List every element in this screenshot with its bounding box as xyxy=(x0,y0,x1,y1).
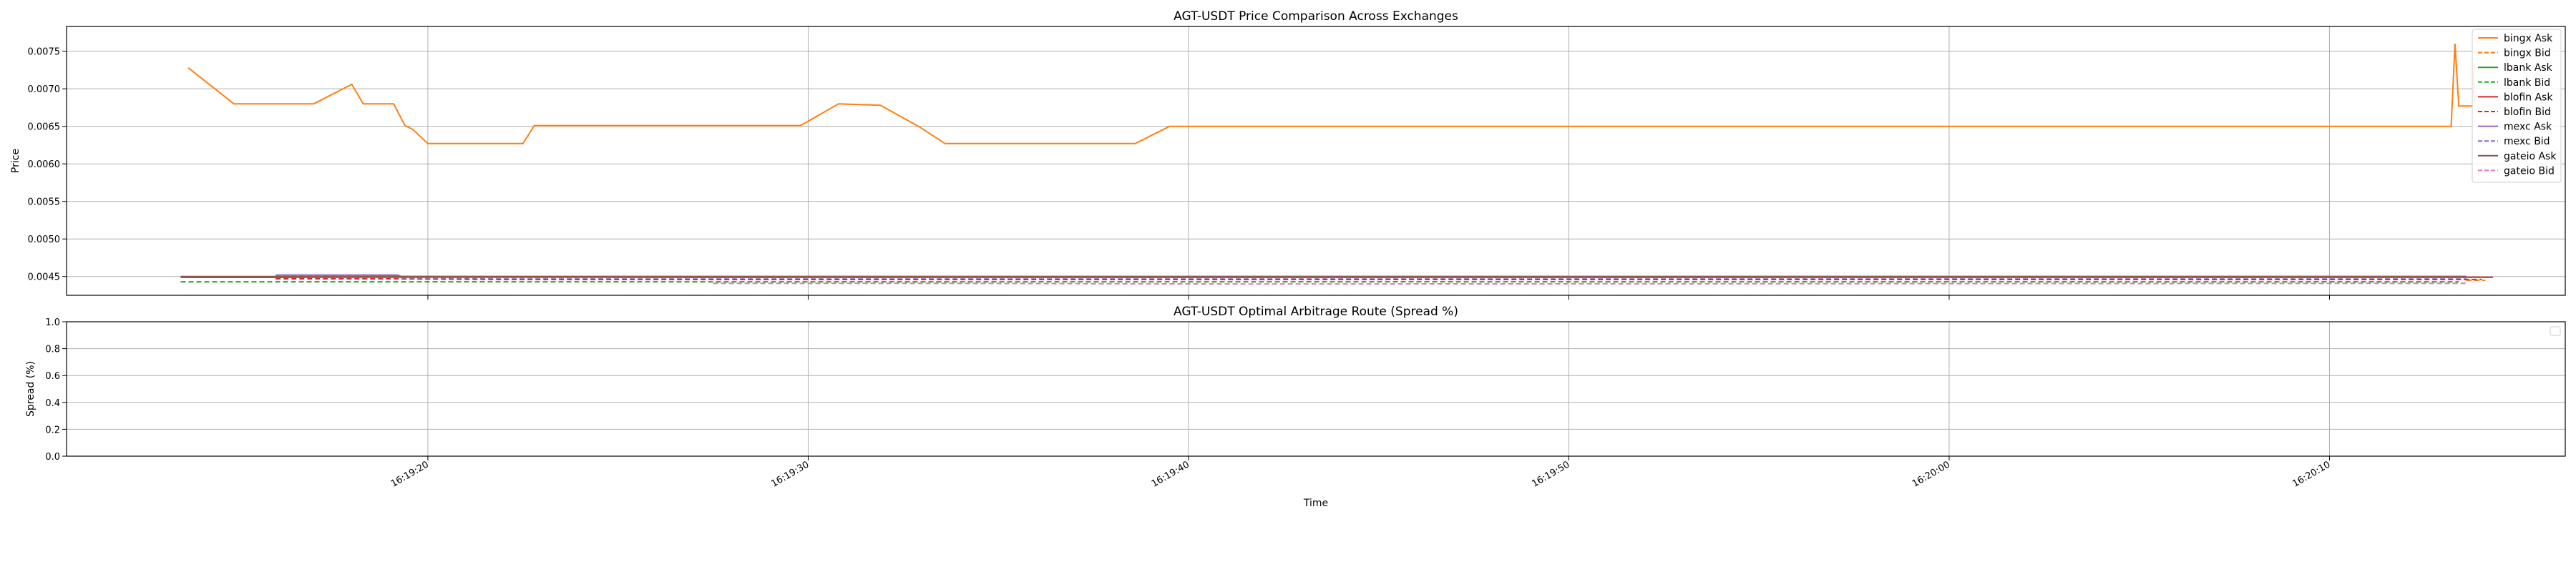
price-chart-series xyxy=(180,44,2493,285)
price-chart-title: AGT-USDT Price Comparison Across Exchang… xyxy=(1174,9,1458,24)
spread-chart-title: AGT-USDT Optimal Arbitrage Route (Spread… xyxy=(1174,305,1458,319)
y-tick-label: 0.0070 xyxy=(28,84,61,95)
spread-chart-x-label: Time xyxy=(1303,498,1328,509)
price-chart-y-label: Price xyxy=(10,149,21,173)
legend-entry: bingx Bid xyxy=(2504,48,2551,59)
legend-entry: gateio Ask xyxy=(2504,151,2557,162)
y-tick-label: 0.0065 xyxy=(28,122,61,133)
legend-entry: gateio Bid xyxy=(2504,165,2555,177)
y-tick-label: 0.0050 xyxy=(28,235,61,245)
spread-chart-x-ticks: 16:19:20 16:19:30 16:19:40 16:19:50 16:20:00… xyxy=(389,456,2332,490)
legend-entry: blofin Ask xyxy=(2504,92,2553,103)
y-tick-label: 0.0045 xyxy=(28,272,61,283)
x-tick-label: 16:19:30 xyxy=(769,459,811,489)
series-bingx-ask xyxy=(187,44,2475,144)
y-tick-label: 0.2 xyxy=(45,425,60,435)
y-tick-label: 0.0055 xyxy=(28,197,61,208)
spread-chart-y-ticks: 0.0 0.2 0.4 0.6 0.8 1.0 xyxy=(45,317,67,463)
price-chart: AGT-USDT Price Comparison Across Exchang… xyxy=(10,9,2566,300)
y-tick-label: 1.0 xyxy=(45,317,60,328)
y-tick-label: 0.0060 xyxy=(28,159,61,170)
price-chart-frame xyxy=(66,26,2566,296)
series-blofin-bid xyxy=(275,277,2482,280)
spread-chart-empty-legend xyxy=(2550,326,2561,336)
legend-entry: blofin Bid xyxy=(2504,107,2551,118)
price-chart-x-ticks xyxy=(427,295,2330,300)
series-gateio-bid xyxy=(713,282,2467,285)
y-tick-label: 0.4 xyxy=(45,398,60,409)
spread-chart: AGT-USDT Optimal Arbitrage Route (Spread… xyxy=(25,305,2566,509)
legend-entry: mexc Bid xyxy=(2504,136,2550,147)
y-tick-label: 0.8 xyxy=(45,345,60,355)
price-chart-legend: bingx Ask bingx Bid lbank Ask lbank Bid blof… xyxy=(2472,29,2562,183)
series-mexc-bid xyxy=(275,275,2467,279)
price-chart-plot-area xyxy=(67,26,2565,295)
x-tick-label: 16:19:20 xyxy=(389,459,431,489)
y-tick-label: 0.6 xyxy=(45,371,60,382)
x-tick-label: 16:19:50 xyxy=(1530,459,1571,489)
spread-chart-plot-area xyxy=(67,322,2565,456)
x-tick-label: 16:19:40 xyxy=(1150,459,1191,489)
legend-entry: lbank Ask xyxy=(2504,62,2553,74)
x-tick-label: 16:20:10 xyxy=(2290,459,2332,489)
y-tick-label: 0.0075 xyxy=(28,47,61,58)
price-chart-y-ticks: 0.0045 0.0050 0.0055 0.0060 0.0065 0.0070 0.00… xyxy=(28,47,67,283)
legend-entry: bingx Ask xyxy=(2504,33,2553,44)
legend-entry: mexc Ask xyxy=(2504,122,2552,133)
y-tick-label: 0.0 xyxy=(45,452,60,463)
x-tick-label: 16:20:00 xyxy=(1911,459,1952,489)
spread-chart-frame xyxy=(66,321,2566,457)
spread-chart-y-label: Spread (%) xyxy=(25,361,36,417)
legend-entry: lbank Bid xyxy=(2504,77,2550,89)
